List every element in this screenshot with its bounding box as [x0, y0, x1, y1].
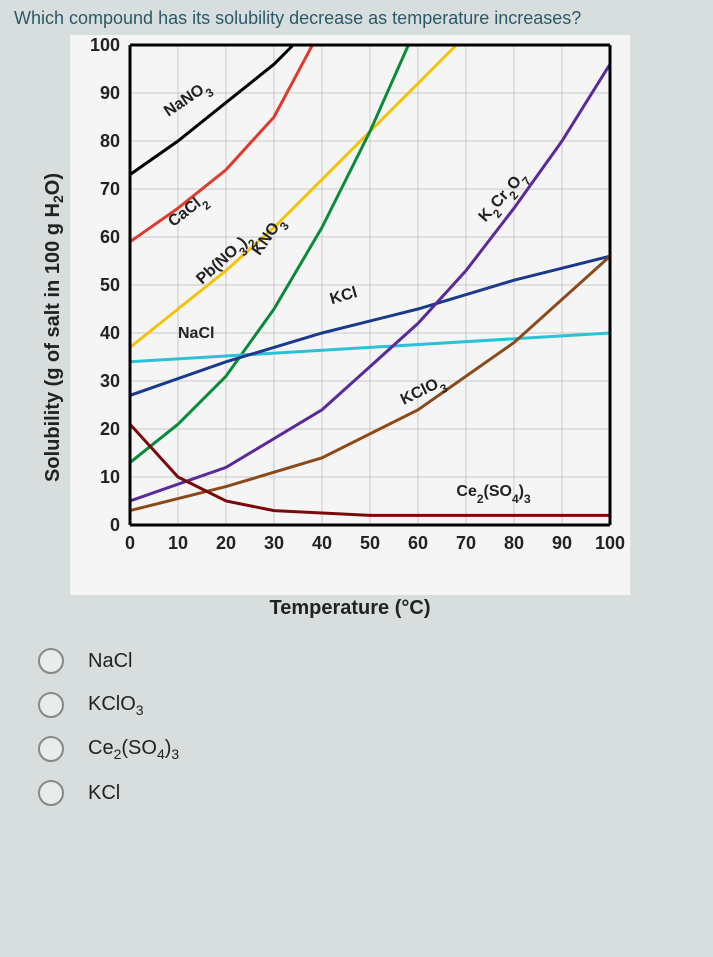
option-label-ce2so43: Ce2(SO4)3	[88, 737, 179, 762]
option-kcl[interactable]: KCl	[38, 780, 703, 806]
svg-text:100: 100	[90, 35, 120, 55]
svg-text:20: 20	[100, 419, 120, 439]
radio-kclo3[interactable]	[38, 692, 64, 718]
radio-kcl[interactable]	[38, 780, 64, 806]
svg-text:10: 10	[100, 467, 120, 487]
y-axis-label: Solubility (g of salt in 100 g H2O)	[42, 173, 66, 482]
svg-text:50: 50	[100, 275, 120, 295]
answer-options: NaCl KClO3 Ce2(SO4)3 KCl	[38, 648, 703, 806]
svg-text:60: 60	[408, 533, 428, 553]
svg-text:70: 70	[100, 179, 120, 199]
svg-text:30: 30	[264, 533, 284, 553]
option-label-nacl: NaCl	[88, 650, 132, 673]
svg-text:90: 90	[552, 533, 572, 553]
option-nacl[interactable]: NaCl	[38, 648, 703, 674]
svg-text:80: 80	[504, 533, 524, 553]
svg-text:10: 10	[168, 533, 188, 553]
svg-text:30: 30	[100, 371, 120, 391]
option-label-kcl: KCl	[88, 782, 120, 805]
svg-text:100: 100	[595, 533, 625, 553]
svg-text:40: 40	[312, 533, 332, 553]
svg-text:70: 70	[456, 533, 476, 553]
radio-ce2so43[interactable]	[38, 736, 64, 762]
svg-text:50: 50	[360, 533, 380, 553]
svg-text:40: 40	[100, 323, 120, 343]
svg-text:0: 0	[110, 515, 120, 535]
series-label-NaCl: NaCl	[178, 325, 214, 342]
svg-text:60: 60	[100, 227, 120, 247]
x-axis-label: Temperature (°C)	[270, 597, 431, 620]
svg-text:20: 20	[216, 533, 236, 553]
svg-text:0: 0	[125, 533, 135, 553]
question-text: Which compound has its solubility decrea…	[10, 8, 703, 29]
svg-text:80: 80	[100, 131, 120, 151]
option-ce2so43[interactable]: Ce2(SO4)3	[38, 736, 703, 762]
option-kclo3[interactable]: KClO3	[38, 692, 703, 718]
solubility-chart: 0 10 20 30 40 50 60 70 80 90 100 0 10 20 30 40 50 60 70 80 9…	[70, 35, 630, 595]
radio-nacl[interactable]	[38, 648, 64, 674]
option-label-kclo3: KClO3	[88, 693, 144, 718]
chart-container: Solubility (g of salt in 100 g H2O) 0 10 2…	[42, 35, 703, 620]
svg-text:90: 90	[100, 83, 120, 103]
